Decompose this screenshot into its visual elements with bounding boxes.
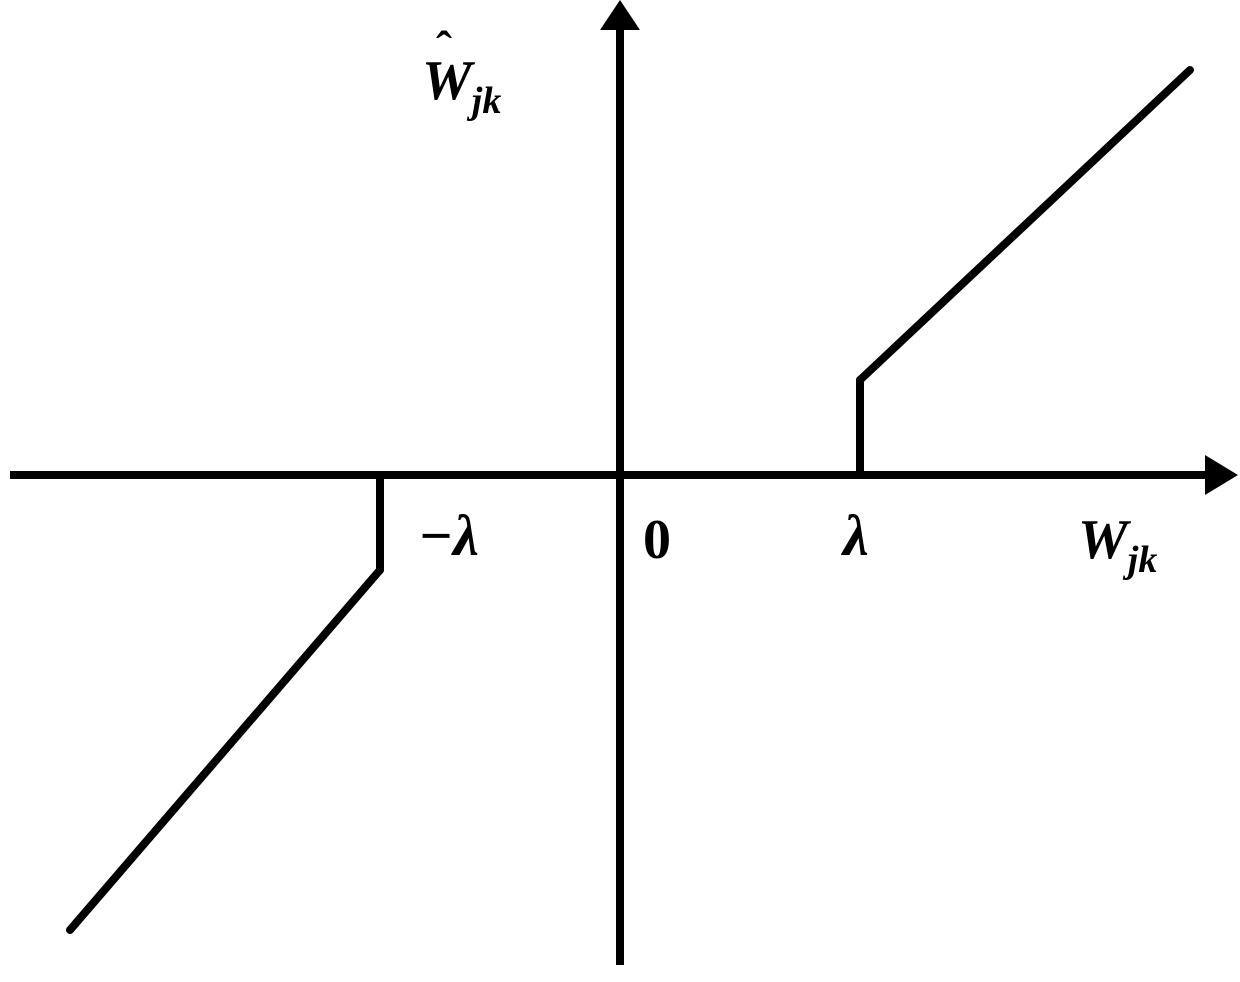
pos-lambda-label: λ xyxy=(843,502,869,569)
function-right-diagonal xyxy=(860,70,1190,380)
x-axis-label: Wjk xyxy=(1078,508,1157,572)
threshold-diagram xyxy=(0,0,1240,982)
neg-lambda-label: −λ xyxy=(418,502,479,569)
x-axis-label-main: W xyxy=(1078,509,1128,571)
origin-label: 0 xyxy=(643,508,671,572)
x-axis-label-sub: jk xyxy=(1128,539,1158,581)
y-axis-label-main: W xyxy=(422,50,472,112)
y-axis-label: ˆ Wjk xyxy=(422,49,501,113)
function-left-diagonal xyxy=(70,570,380,930)
x-axis-arrow xyxy=(1205,455,1238,495)
y-axis-label-sub: jk xyxy=(472,80,502,122)
y-axis-arrow xyxy=(600,0,640,30)
